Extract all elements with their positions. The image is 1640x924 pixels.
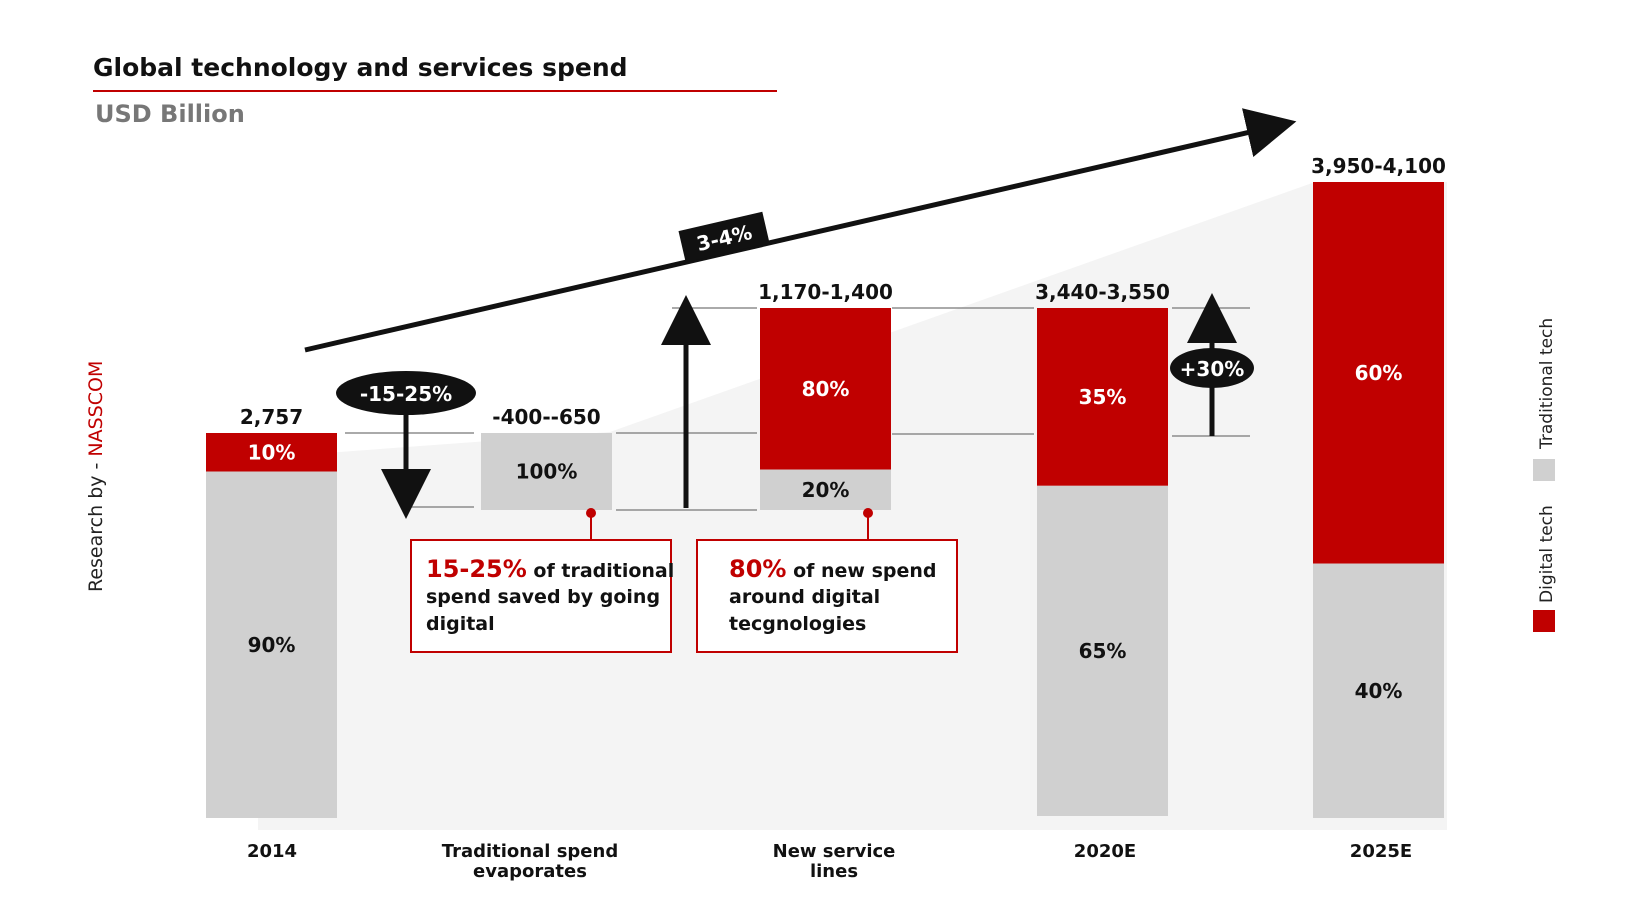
bar-total-3: 3,440-3,550 <box>1035 280 1170 304</box>
trend-badge: 3-4% <box>678 211 770 263</box>
bar-label-digital-3: 35% <box>1079 385 1127 409</box>
legend-swatch-digital <box>1533 610 1555 632</box>
category-label-0-0: 2014 <box>247 841 297 862</box>
bar-digital-3 <box>1037 308 1168 486</box>
bar-label-digital-2: 80% <box>802 377 850 401</box>
bar-label-traditional-3: 65% <box>1079 639 1127 663</box>
category-label-2-0: New service <box>773 841 896 862</box>
trend-arrow <box>304 108 1297 353</box>
svg-text:-15-25%: -15-25% <box>360 382 452 406</box>
bar-digital-0 <box>206 433 337 472</box>
bar-traditional-0 <box>206 471 337 818</box>
note-2-line-3: tecgnologies <box>729 613 866 635</box>
growth-badge: +30% <box>1170 348 1254 388</box>
bar-traditional-3 <box>1037 485 1168 816</box>
bar-label-traditional-4: 40% <box>1355 679 1403 703</box>
bar-traditional-2 <box>760 469 891 510</box>
bar-label-traditional-1: 100% <box>516 460 578 484</box>
note-2-line-2: around digital <box>729 586 880 608</box>
category-label-2-1: lines <box>810 861 858 882</box>
bar-label-digital-0: 10% <box>248 440 296 464</box>
category-label-4-0: 2025E <box>1350 841 1412 862</box>
chart-title: Global technology and services spend <box>93 53 628 82</box>
category-label-3-0: 2020E <box>1074 841 1136 862</box>
svg-text:+30%: +30% <box>1180 357 1245 381</box>
note-traditional-savings: 15-25% of traditional spend saved by goi… <box>410 508 674 653</box>
note-2-first-line: 80% of new spend <box>729 555 937 583</box>
category-label-1-0: Traditional spend <box>442 841 618 862</box>
note-1-line-3: digital <box>426 613 495 635</box>
chart-subtitle: USD Billion <box>95 100 245 128</box>
legend-swatch-traditional <box>1533 459 1555 481</box>
decline-badge: -15-25% <box>336 371 476 415</box>
bar-traditional-1 <box>481 433 612 510</box>
bar-total-4: 3,950-4,100 <box>1311 154 1446 178</box>
bar-traditional-4 <box>1313 563 1444 818</box>
bar-label-digital-4: 60% <box>1355 361 1403 385</box>
bar-total-1: -400--650 <box>492 405 600 429</box>
bar-total-0: 2,757 <box>240 405 303 429</box>
bar-digital-2 <box>760 308 891 470</box>
legend-label-traditional: Traditional tech <box>1537 318 1557 450</box>
bar-label-traditional-2: 20% <box>802 478 850 502</box>
note-new-spend: 80% of new spend around digital tecgnolo… <box>696 508 958 653</box>
legend-label-digital: Digital tech <box>1537 505 1557 603</box>
bar-digital-4 <box>1313 182 1444 564</box>
bars-layer: 10% 90% 2,757 2014 100% -400--650 Traditional … <box>206 154 1446 882</box>
credit: Research by - NASSCOM <box>85 361 107 592</box>
note-1-line-2: spend saved by going <box>426 586 660 608</box>
bar-total-2: 1,170-1,400 <box>758 280 893 304</box>
bar-label-traditional-0: 90% <box>248 633 296 657</box>
legend: Traditional tech Digital tech <box>1533 318 1557 632</box>
category-label-1-1: evaporates <box>473 861 587 882</box>
note-1-first-line: 15-25% of traditional <box>426 555 674 583</box>
